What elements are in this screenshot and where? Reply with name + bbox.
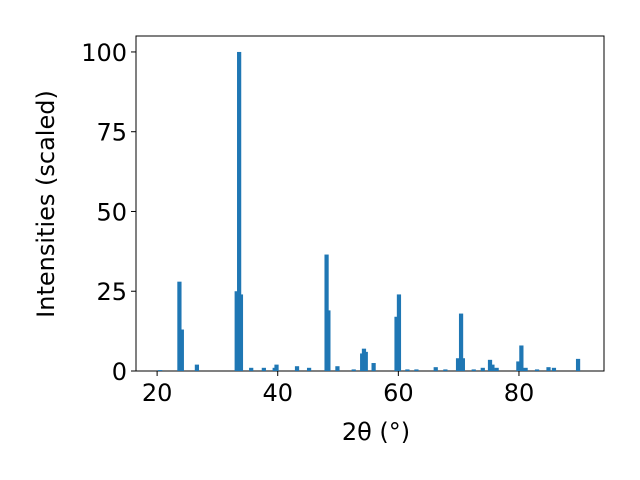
bar (179, 329, 184, 371)
bar (546, 367, 551, 371)
x-tick-label: 20 (142, 379, 173, 407)
bar (487, 359, 493, 371)
y-tick-label: 50 (96, 198, 127, 226)
bar (371, 363, 376, 371)
bar (494, 367, 499, 371)
bar (575, 358, 581, 371)
x-tick-label: 80 (504, 379, 535, 407)
bar (249, 367, 254, 371)
bar (238, 294, 244, 371)
bar (516, 361, 521, 371)
plot-frame (135, 35, 605, 372)
bar (274, 364, 279, 371)
x-axis-label: 2θ (°) (342, 418, 410, 446)
bar (158, 370, 163, 371)
bar (396, 294, 402, 371)
bar (294, 366, 300, 371)
bar (480, 367, 485, 371)
bar (234, 291, 239, 371)
bar (534, 369, 540, 371)
bar (455, 358, 461, 371)
bar (519, 345, 524, 371)
bar (363, 351, 368, 371)
x-tick-label: 40 (262, 379, 293, 407)
y-axis-label: Intensities (scaled) (32, 90, 60, 318)
bar (306, 367, 312, 371)
y-tick-label: 25 (96, 278, 127, 306)
bar (443, 369, 448, 371)
bar (394, 316, 399, 371)
bar (433, 367, 438, 371)
y-tick-label: 75 (96, 119, 127, 147)
bar (490, 364, 495, 371)
bar (551, 367, 557, 371)
bar (237, 51, 242, 371)
bar (414, 369, 419, 371)
bar (177, 281, 182, 371)
y-tick-label: 100 (81, 39, 127, 67)
bar (523, 367, 528, 371)
bar (460, 358, 465, 371)
y-tick-label: 0 (112, 358, 127, 386)
bar (458, 313, 464, 371)
bar (335, 366, 340, 371)
bar (194, 364, 200, 371)
bar (351, 369, 356, 371)
bar (261, 367, 266, 371)
bar (326, 310, 331, 371)
bar (471, 369, 476, 371)
x-tick-label: 60 (383, 379, 414, 407)
bar (405, 369, 410, 371)
